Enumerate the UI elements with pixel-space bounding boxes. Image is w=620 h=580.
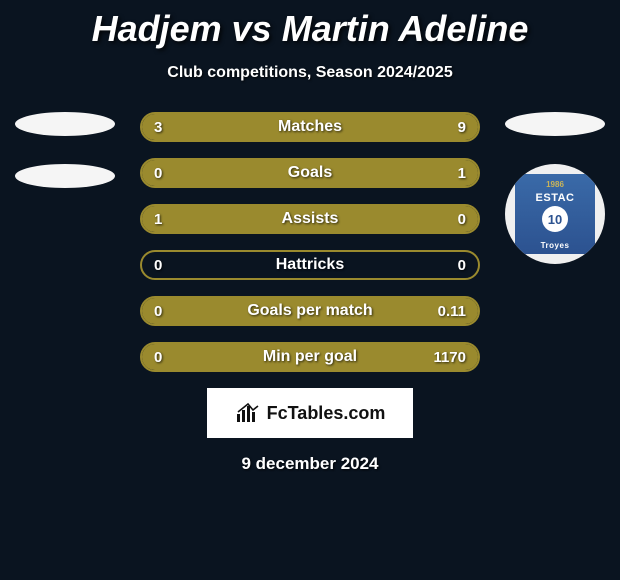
right-badges-column: 1986 ESTAC 10 Troyes	[500, 112, 610, 264]
stat-value-right: 0	[458, 211, 466, 228]
stat-label: Hattricks	[276, 256, 344, 274]
chart-icon	[235, 402, 261, 424]
stat-value-right: 1170	[433, 349, 466, 366]
stat-value-left: 0	[154, 257, 162, 274]
left-badge-2	[15, 164, 115, 188]
club-city: Troyes	[541, 241, 570, 250]
subtitle: Club competitions, Season 2024/2025	[0, 64, 620, 82]
stat-label: Goals	[288, 164, 332, 182]
stat-label: Matches	[278, 118, 342, 136]
stat-value-left: 0	[154, 303, 162, 320]
stat-value-left: 0	[154, 349, 162, 366]
club-number: 10	[542, 206, 568, 232]
stat-value-left: 3	[154, 119, 162, 136]
page-title: Hadjem vs Martin Adeline	[0, 0, 620, 50]
stat-label: Goals per match	[247, 302, 372, 320]
stat-bars: 3 Matches 9 0 Goals 1 1 Assists 0 0 Hattricks 0 0 Goa…	[140, 112, 480, 372]
club-year: 1986	[546, 180, 564, 189]
stat-value-right: 1	[458, 165, 466, 182]
right-club-badge: 1986 ESTAC 10 Troyes	[505, 164, 605, 264]
stat-value-right: 9	[458, 119, 466, 136]
right-badge-1	[505, 112, 605, 136]
left-badge-1	[15, 112, 115, 136]
stat-row: 0 Hattricks 0	[140, 250, 480, 280]
stat-fill-right	[226, 114, 478, 140]
branding-box[interactable]: FcTables.com	[207, 388, 413, 438]
stat-value-left: 0	[154, 165, 162, 182]
comparison-container: 1986 ESTAC 10 Troyes 3 Matches 9 0 Goals 1 1 As…	[0, 112, 620, 372]
left-badges-column	[10, 112, 120, 216]
date-label: 9 december 2024	[0, 454, 620, 474]
stat-label: Assists	[282, 210, 339, 228]
branding-text: FcTables.com	[267, 403, 386, 424]
club-name: ESTAC	[536, 192, 575, 204]
stat-row: 3 Matches 9	[140, 112, 480, 142]
stat-value-right: 0	[458, 257, 466, 274]
stat-label: Min per goal	[263, 348, 357, 366]
stat-row: 1 Assists 0	[140, 204, 480, 234]
club-shield: 1986 ESTAC 10 Troyes	[515, 174, 595, 254]
stat-value-right: 0.11	[438, 303, 466, 320]
stat-value-left: 1	[154, 211, 162, 228]
stat-row: 0 Min per goal 1170	[140, 342, 480, 372]
stat-row: 0 Goals per match 0.11	[140, 296, 480, 326]
stat-row: 0 Goals 1	[140, 158, 480, 188]
